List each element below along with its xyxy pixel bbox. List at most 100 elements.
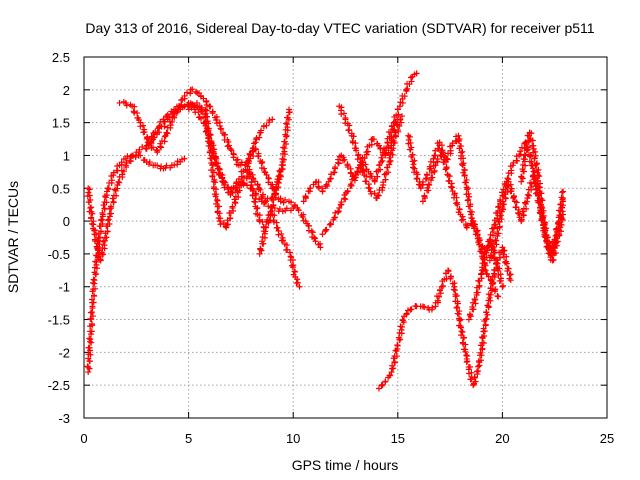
data-point [98,249,105,256]
data-point [275,231,282,238]
data-point [414,175,421,182]
plot-frame [83,56,608,419]
data-point [271,190,278,197]
data-point [296,283,303,290]
data-point [249,175,256,182]
data-point [213,120,220,127]
data-point [216,171,223,178]
data-point [391,359,398,366]
data-point [108,177,115,184]
data-point [92,285,99,292]
data-point [406,133,413,140]
data-point [212,154,219,161]
data-point [164,111,171,118]
data-point [247,152,254,159]
data-point [472,221,479,228]
data-point [181,155,188,162]
data-point [397,116,404,123]
data-point [110,199,117,206]
data-point [389,126,396,133]
data-point [286,109,293,116]
data-point [543,225,550,232]
data-point [492,260,499,267]
data-point [234,156,241,163]
y-tick-label: 0 [63,214,70,229]
data-point [87,336,94,343]
data-point [554,220,561,227]
data-point [288,199,295,206]
data-point [336,204,343,211]
data-point [302,193,309,200]
data-point [273,224,280,231]
data-point [399,323,406,330]
data-point [453,194,460,201]
data-point [220,219,227,226]
data-point [139,143,146,150]
data-point [259,193,266,200]
data-point [99,220,106,227]
data-point [263,171,270,178]
data-point [500,251,507,258]
data-point [150,144,157,151]
y-tick-label: 1.5 [52,116,70,131]
data-point [257,245,264,252]
data-point [295,207,302,214]
data-point [213,116,220,123]
data-point [86,344,93,351]
data-point [531,179,538,186]
data-point [327,220,334,227]
data-point [357,155,364,162]
data-point [140,122,147,129]
data-point [274,176,281,183]
data-point [341,110,348,117]
data-point [131,103,138,110]
data-point [468,376,475,383]
data-point [510,159,517,166]
data-point [149,134,156,141]
data-point [227,215,234,222]
data-point [489,243,496,250]
data-point [395,111,402,118]
data-point [307,185,314,192]
data-point [521,151,528,158]
data-point [207,155,214,162]
data-point [504,268,511,275]
data-point [206,149,213,156]
data-point [536,173,543,180]
data-point [426,163,433,170]
series-sat-track-8 [244,106,293,231]
data-point [390,145,397,152]
data-point [528,130,535,137]
data-point [453,304,460,311]
x-tick-labels: 0 5 10 15 20 25 [80,431,614,446]
data-point [508,167,515,174]
data-point [270,201,277,208]
data-point [282,196,289,203]
data-point [263,122,270,129]
data-point [530,145,537,152]
data-point [206,131,213,138]
data-point [459,148,466,155]
data-point [101,205,108,212]
data-point [395,334,402,341]
data-point [89,313,96,320]
series-sat-track-14 [405,132,507,290]
x-tick-label: 25 [600,431,614,446]
data-point [224,184,231,191]
data-point [163,129,170,136]
data-point [181,92,188,99]
x-tick-label: 15 [391,431,405,446]
data-point [338,111,345,118]
data-point [368,173,375,180]
data-point [459,162,466,169]
data-point [554,226,561,233]
data-point [540,214,547,221]
x-tick-label: 20 [495,431,509,446]
data-point [370,136,377,143]
data-point [344,188,351,195]
data-point [465,185,472,192]
data-point [228,147,235,154]
data-point [417,185,424,192]
data-point [393,353,400,360]
chart-title: Day 313 of 2016, Sidereal Day-to-day VTE… [85,20,594,36]
